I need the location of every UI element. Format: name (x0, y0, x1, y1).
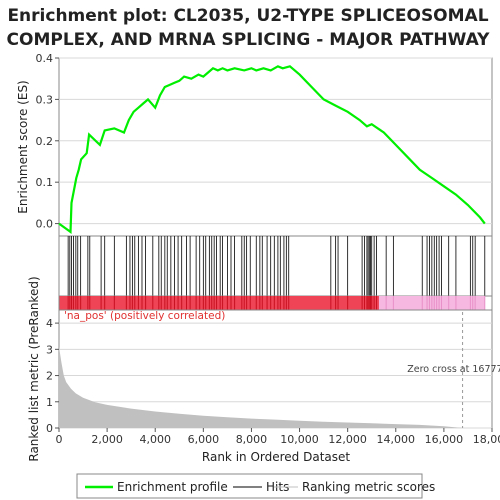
legend-label-enrichment-profile: Enrichment profile (117, 480, 228, 494)
es-y-tick-label: 0.4 (36, 52, 54, 65)
x-tick-label: 10,000 (280, 433, 319, 446)
hit-lines (67, 236, 486, 296)
heat-bar-positive (59, 296, 380, 310)
rank-y-tick-label: 3 (46, 343, 53, 356)
x-tick-label: 8,000 (236, 433, 268, 446)
ranking-heat-bar (58, 295, 493, 311)
hits-panel-frame (58, 235, 493, 297)
es-panel-frame (58, 57, 493, 237)
es-y-axis-label: Enrichment score (ES) (16, 80, 30, 213)
ranking-metric-panel: 0 1 2 3 4 Zero cross at 16777 'na_pos' (posi… (27, 276, 500, 461)
es-y-tick-label: 0.2 (36, 135, 54, 148)
positive-correlation-annotation: 'na_pos' (positively correlated) (64, 310, 225, 322)
es-y-tick-label: 0.3 (36, 93, 54, 106)
rank-y-tick-label: 2 (46, 370, 53, 383)
x-tick-label: 0 (56, 433, 63, 446)
rank-y-tick-label: 4 (46, 317, 53, 330)
chart-title-line-2: COMPLEX, AND MRNA SPLICING - MAJOR PATHW… (7, 30, 491, 50)
es-y-ticks: 0.0 0.1 0.2 0.3 0.4 (36, 52, 59, 231)
x-tick-label: 4,000 (139, 433, 171, 446)
rank-y-tick-label: 0 (46, 422, 53, 435)
x-tick-label: 6,000 (188, 433, 220, 446)
legend-frame (76, 473, 423, 499)
x-tick-label: 12,000 (328, 433, 367, 446)
ranking-metric-area (59, 346, 485, 428)
es-y-tick-label: 0.1 (36, 176, 54, 189)
legend: Enrichment profile Hits Ranking metric s… (76, 473, 435, 499)
es-y-tick-label: 0.0 (36, 218, 54, 231)
x-axis-label: Rank in Ordered Dataset (202, 450, 350, 464)
rank-y-axis-label: Ranked list metric (PreRanked) (27, 276, 41, 461)
legend-label-ranking-metric-scores: Ranking metric scores (302, 480, 435, 494)
rank-y-ticks: 0 1 2 3 4 (46, 317, 59, 435)
x-tick-label: 14,000 (377, 433, 416, 446)
es-panel: 0.0 0.1 0.2 0.3 0.4 Enrichment score (ES) (16, 52, 493, 237)
enrichment-profile-line (58, 65, 486, 234)
zero-cross-annotation: Zero cross at 16777 (407, 364, 500, 375)
hits-panel (58, 235, 493, 297)
rank-panel-frame (58, 309, 493, 429)
x-tick-label: 18,000 (473, 433, 500, 446)
chart-title-line-1: Enrichment plot: CL2035, U2-TYPE SPLICEO… (7, 6, 488, 26)
x-tick-label: 2,000 (91, 433, 123, 446)
x-axis: 0 2,000 4,000 6,000 8,000 10,000 12,000 14,000 1… (56, 428, 500, 446)
heat-bar-hit-marks (67, 296, 486, 310)
rank-y-tick-label: 1 (46, 396, 53, 409)
es-grid (59, 57, 492, 225)
x-tick-label: 16,000 (425, 433, 464, 446)
